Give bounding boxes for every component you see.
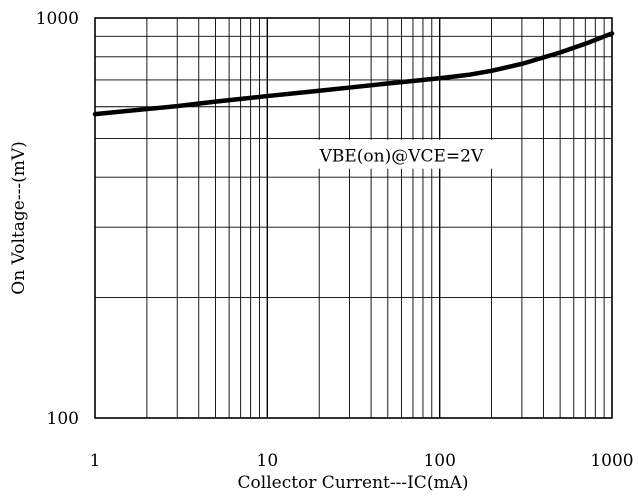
grid (95, 18, 612, 418)
x-tick-label: 10 (257, 451, 279, 471)
series-line (92, 31, 615, 117)
plot-frame (94, 17, 613, 419)
x-tick-label: 1000 (590, 451, 633, 471)
annotation-label: VBE(on)@VCE=2V (319, 147, 484, 167)
y-axis-title: On Voltage---(mV) (9, 141, 29, 294)
tick-labels: 1 10 100 1000 100 1000 (36, 9, 634, 471)
x-tick-label: 100 (423, 451, 455, 471)
x-axis-title: Collector Current---IC(mA) (238, 473, 469, 493)
series-group (92, 31, 615, 117)
annotation-group: VBE(on)@VCE=2V (308, 139, 495, 169)
plot-border (94, 17, 613, 419)
y-tick-label: 1000 (36, 9, 79, 29)
y-tick-label: 100 (47, 409, 79, 429)
annotation-background (308, 139, 495, 169)
x-tick-label: 1 (90, 451, 101, 471)
